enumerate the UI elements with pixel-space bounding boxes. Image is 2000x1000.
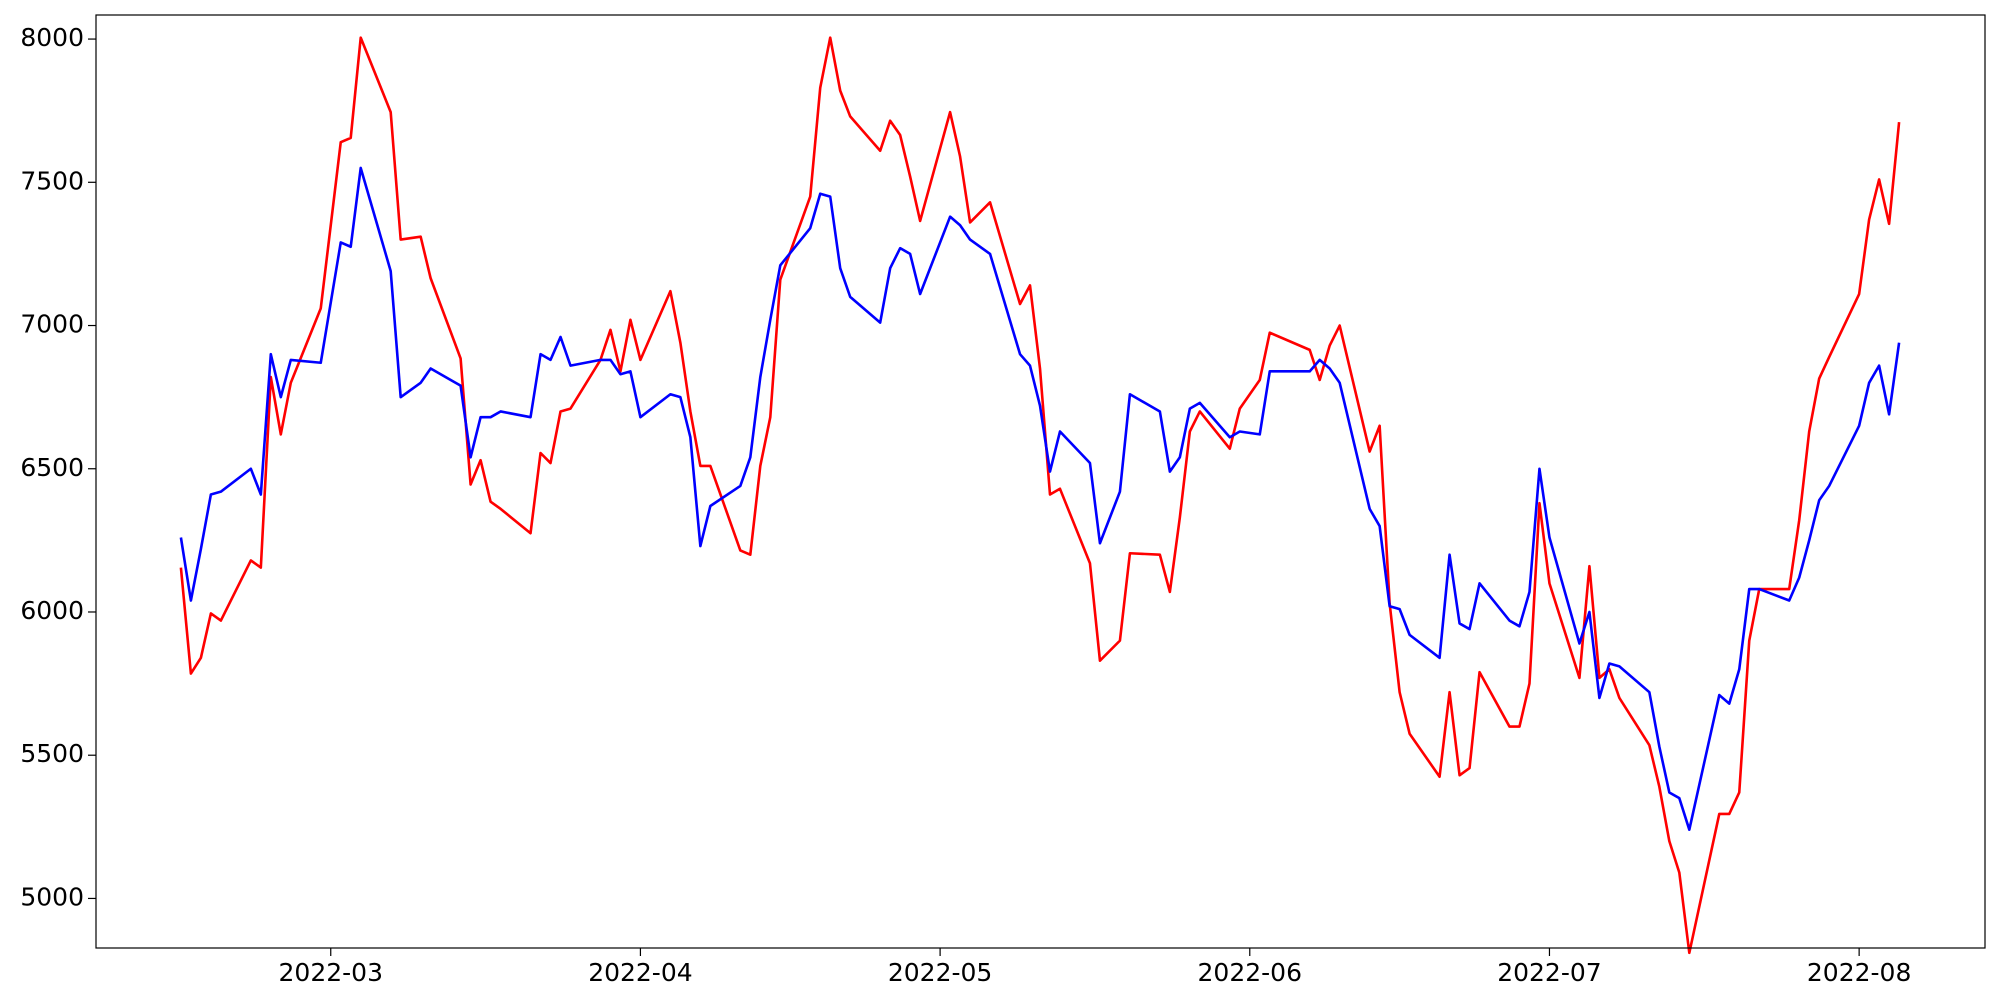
- y-tick-label: 7000: [20, 310, 84, 339]
- series-line: [179, 36, 1901, 955]
- y-tick-label: 7500: [20, 166, 84, 195]
- x-tick-label: 2022-08: [1807, 958, 1911, 987]
- x-tick-label: 2022-03: [279, 958, 383, 987]
- x-tick-label: 2022-04: [588, 958, 692, 987]
- plot-frame: [95, 14, 1986, 949]
- x-tick-label: 2022-05: [888, 958, 992, 987]
- y-tick-label: 5500: [20, 739, 84, 768]
- y-tick-label: 5000: [20, 882, 84, 911]
- y-tick-label: 6000: [20, 596, 84, 625]
- x-tick-label: 2022-07: [1497, 958, 1601, 987]
- y-tick-label: 8000: [20, 23, 84, 52]
- series-line: [179, 166, 1901, 831]
- y-tick-label: 6500: [20, 453, 84, 482]
- x-tick-label: 2022-06: [1198, 958, 1302, 987]
